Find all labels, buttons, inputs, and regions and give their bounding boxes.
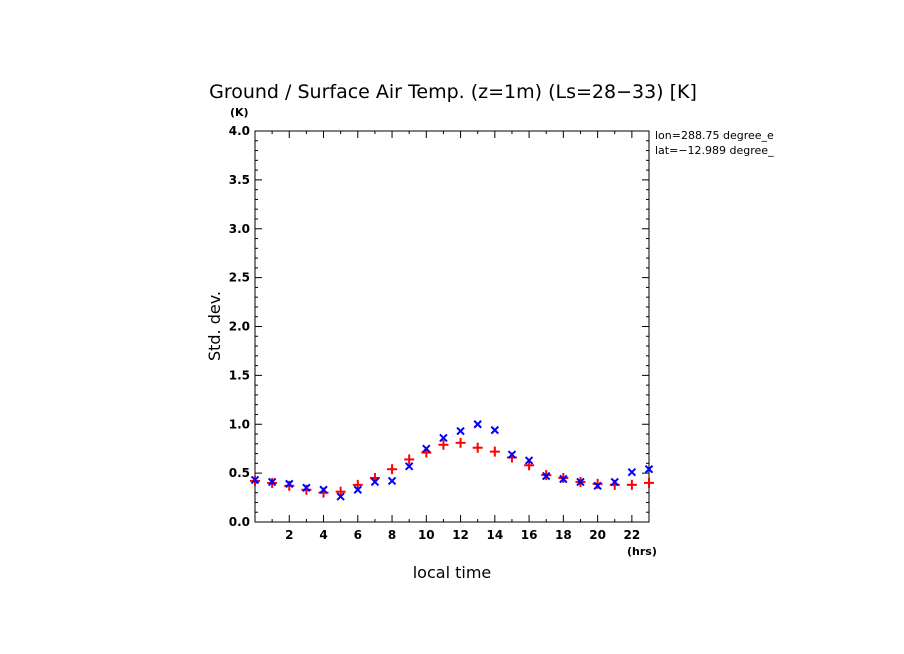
x-tick-label: 6 (354, 528, 362, 542)
x-tick-label: 14 (486, 528, 503, 542)
y-tick-label: 4.0 (229, 124, 250, 138)
y-tick-label: 2.5 (229, 271, 250, 285)
x-tick-label: 2 (285, 528, 293, 542)
x-marker-point (336, 492, 345, 501)
y-tick-label: 2.0 (229, 320, 250, 334)
plus-marker-point (387, 464, 398, 475)
x-marker-point (542, 471, 551, 481)
plus-marker-point (438, 439, 449, 450)
plus-marker-point (335, 486, 346, 497)
x-tick-label: 20 (589, 528, 606, 542)
x-marker-point (370, 477, 380, 487)
x-marker-point (644, 465, 654, 474)
data-points (250, 420, 654, 501)
x-tick-label: 12 (452, 528, 469, 542)
x-tick-label: 10 (418, 528, 435, 542)
x-marker-point (627, 467, 637, 477)
x-marker-point (490, 425, 500, 435)
x-marker-point (250, 475, 260, 485)
info-clip (779, 128, 904, 158)
plus-marker-point (352, 479, 363, 490)
plus-marker-point (404, 454, 415, 465)
x-marker-point (404, 462, 414, 471)
plus-marker-point (455, 437, 466, 448)
x-tick-label: 18 (555, 528, 572, 542)
x-marker-point (353, 485, 362, 494)
y-tick-label: 3.5 (229, 173, 250, 187)
plus-marker-point (284, 480, 295, 491)
plus-marker-point (301, 484, 312, 495)
y-tick-label: 1.0 (229, 417, 250, 431)
x-axis-label: local time (413, 563, 492, 582)
x-marker-point (285, 479, 294, 489)
y-tick-label: 1.5 (229, 368, 250, 382)
lon-info: lon=288.75 degree_e (655, 129, 774, 142)
plus-marker-point (489, 446, 500, 457)
x-marker-point (576, 477, 585, 487)
x-tick-label: 16 (521, 528, 538, 542)
lat-info: lat=−12.989 degree_ (655, 144, 774, 157)
x-marker-point (524, 456, 534, 465)
y-tick-label: 0.5 (229, 466, 250, 480)
y-unit-label: (K) (230, 106, 249, 119)
x-marker-point (387, 476, 397, 486)
x-marker-point (559, 474, 568, 484)
plus-marker-point (644, 477, 654, 488)
y-axis: 0.0 0.5 1.0 1.5 2.0 2.5 3.0 3.5 4.0 (229, 124, 649, 529)
plot-frame (254, 130, 650, 523)
chart-title: Ground / Surface Air Temp. (z=1m) (Ls=28… (209, 81, 697, 103)
x-marker-point (302, 483, 311, 492)
x-marker-point (610, 477, 619, 487)
plus-marker-point (472, 442, 483, 453)
x-marker-point (267, 477, 277, 487)
x-unit-label: (hrs) (627, 545, 657, 558)
x-marker-point (593, 481, 602, 491)
x-marker-point (439, 433, 448, 443)
plus-marker-point (626, 479, 637, 490)
x-tick-label: 8 (388, 528, 396, 542)
x-marker-point (456, 426, 465, 436)
x-tick-label: 22 (624, 528, 641, 542)
x-marker-point (319, 485, 328, 494)
x-marker-point (422, 444, 431, 453)
x-marker-point (507, 450, 517, 459)
x-axis: 2 4 6 8 10 12 14 16 18 20 22 (271, 131, 641, 542)
y-axis-label: Std. dev. (205, 291, 224, 361)
x-tick-label: 4 (319, 528, 327, 542)
x-marker-point (473, 420, 482, 429)
y-tick-label: 0.0 (229, 515, 250, 529)
plus-marker-point (592, 478, 603, 489)
plus-marker-point (524, 460, 535, 471)
y-tick-label: 3.0 (229, 222, 250, 236)
